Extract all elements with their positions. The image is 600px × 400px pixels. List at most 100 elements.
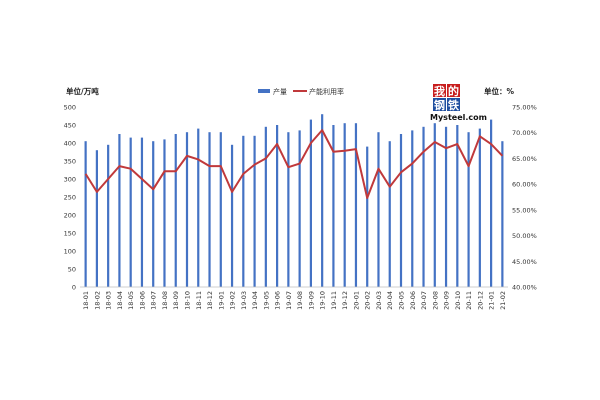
bar-20-10 (456, 125, 459, 287)
x-tick-label: 19-10 (319, 291, 327, 310)
bar-20-11 (467, 132, 470, 287)
left-tick-label: 500 (64, 104, 76, 112)
left-tick-label: 200 (64, 212, 76, 220)
right-tick-label: 55.00% (512, 206, 537, 214)
left-tick-label: 0 (72, 284, 76, 292)
left-tick-label: 450 (64, 122, 76, 130)
x-tick-label: 20-10 (454, 291, 462, 310)
logo-char-4: 铁 (448, 98, 459, 112)
left-tick-label: 50 (68, 266, 76, 274)
x-tick-label: 19-12 (341, 291, 349, 310)
bar-21-01 (490, 119, 493, 287)
x-tick-label: 21-01 (488, 291, 496, 310)
x-tick-label: 20-05 (398, 291, 406, 310)
x-tick-label: 19-05 (262, 291, 270, 310)
x-tick-label: 19-02 (229, 291, 237, 310)
x-tick-label: 19-09 (307, 291, 315, 310)
right-y-axis: 40.00% 45.00% 50.00% 55.00% 60.00% 65.00% 70.0… (512, 104, 537, 292)
logo-block-3 (433, 98, 446, 111)
x-tick-label: 18-06 (138, 291, 146, 310)
logo-block-1 (433, 84, 446, 97)
left-unit-label: 单位/万吨 (66, 86, 99, 96)
bar-18-07 (152, 141, 155, 287)
right-axis-unit: 单位：% (484, 86, 514, 96)
bar-19-06 (276, 125, 279, 287)
bar-18-06 (140, 137, 144, 287)
bar-18-09 (174, 134, 177, 287)
bar-20-09 (444, 126, 448, 287)
bar-19-08 (298, 130, 301, 287)
x-tick-label: 18-01 (82, 291, 90, 310)
bar-19-01 (219, 132, 222, 287)
x-tick-label: 19-01 (217, 291, 225, 310)
logo-text: Mysteel.com (430, 113, 487, 122)
x-tick-label: 18-11 (195, 291, 203, 310)
bar-19-10 (321, 114, 324, 287)
left-tick-label: 400 (64, 140, 76, 148)
bar-21-02 (501, 141, 504, 287)
right-tick-label: 75.00% (512, 104, 537, 112)
x-tick-label: 18-09 (172, 291, 180, 310)
bar-20-06 (411, 130, 414, 287)
bar-18-02 (95, 150, 98, 287)
x-tick-label: 19-07 (285, 291, 293, 310)
x-tick-label: 19-03 (240, 291, 248, 310)
bar-18-03 (107, 144, 110, 287)
right-tick-label: 40.00% (512, 284, 537, 292)
bar-19-07 (287, 132, 290, 287)
right-tick-label: 60.00% (512, 181, 537, 189)
bar-20-07 (422, 126, 425, 287)
x-tick-label: 18-03 (105, 291, 113, 310)
bar-20-02 (366, 146, 369, 287)
left-tick-label: 150 (64, 230, 76, 238)
x-tick-label: 20-03 (375, 291, 383, 310)
bar-18-08 (163, 139, 166, 287)
logo-char-3: 钢 (434, 98, 445, 112)
left-tick-label: 100 (64, 248, 76, 256)
bar-19-09 (309, 119, 312, 287)
right-tick-label: 70.00% (512, 129, 537, 137)
bar-18-05 (129, 137, 132, 287)
logo-block-2 (447, 84, 460, 97)
bar-19-12 (343, 123, 346, 287)
right-unit-label: 单位：% (484, 86, 514, 96)
x-tick-label: 20-07 (420, 291, 428, 310)
x-tick-label: 20-02 (364, 291, 372, 310)
right-tick-label: 65.00% (512, 155, 537, 163)
bar-20-08 (433, 123, 436, 287)
left-tick-label: 250 (64, 194, 76, 202)
bar-18-01 (84, 141, 87, 287)
x-tick-label: 20-08 (431, 291, 439, 310)
x-tick-label: 19-04 (251, 291, 259, 310)
x-axis-labels: 18-01 18-02 18-03 18-04 18-05 18-06 18-07 18-08… (82, 291, 507, 310)
line-series (84, 129, 504, 200)
bar-19-04 (253, 135, 256, 287)
logo-char-1: 我 (434, 84, 445, 98)
bar-18-12 (208, 132, 211, 287)
utilization-line (84, 129, 504, 200)
x-tick-label: 18-04 (116, 291, 124, 310)
left-tick-label: 350 (64, 158, 76, 166)
bar-18-11 (197, 128, 200, 287)
bar-20-01 (354, 123, 358, 287)
x-tick-label: 18-08 (161, 291, 169, 310)
x-tick-label: 18-07 (150, 291, 158, 310)
left-axis-unit: 单位/万吨 (66, 86, 99, 96)
bar-19-11 (332, 125, 335, 287)
bar-18-04 (118, 134, 121, 287)
x-tick-label: 18-05 (127, 291, 135, 310)
legend: 产量 产能利用率 (258, 87, 344, 96)
legend-swatch-bar (258, 89, 270, 93)
bar-20-04 (388, 141, 391, 287)
bar-series (84, 114, 504, 287)
x-tick-label: 21-02 (499, 291, 507, 310)
x-tick-label: 18-12 (206, 291, 214, 310)
bar-19-05 (264, 126, 267, 287)
legend-label-utilization: 产能利用率 (309, 87, 344, 96)
x-tick-label: 20-01 (352, 291, 360, 310)
bar-20-03 (377, 132, 380, 287)
right-tick-label: 45.00% (512, 258, 537, 266)
bar-20-05 (399, 134, 403, 287)
